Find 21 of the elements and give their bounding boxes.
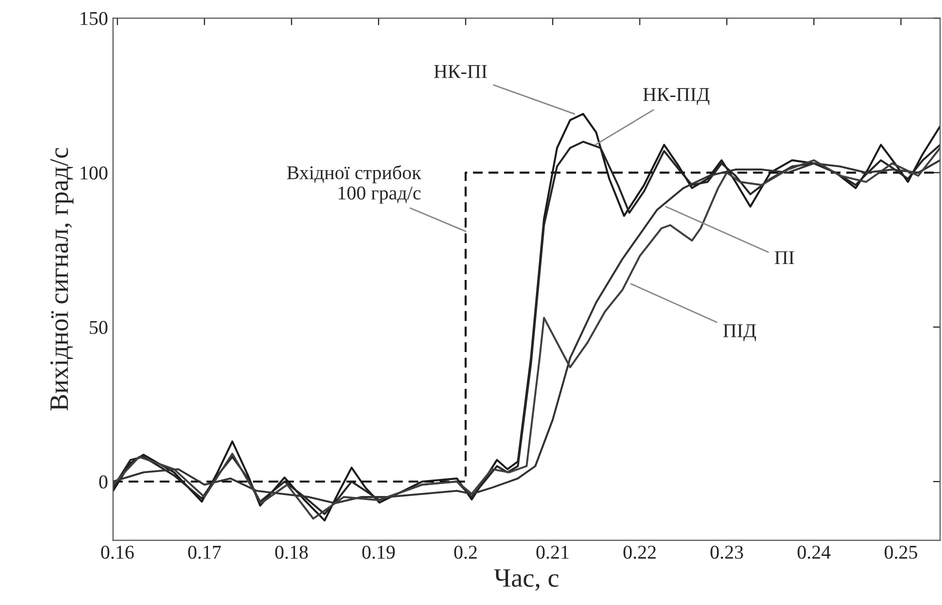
y-tick-label: 0 [99,475,108,489]
x-tick-label: 0.19 [362,546,395,559]
x-tick-label: 0.25 [884,546,918,559]
annotation: НК-ПІ [434,65,487,78]
y-tick-label: 150 [80,12,108,26]
x-axis-title: Час, с [494,569,559,591]
annotation: НК-ПІД [643,88,710,106]
y-tick-label: 50 [90,320,108,334]
x-tick-label: 0.2 [454,546,477,559]
y-axis-title: Вихідної сигнал, град/с [50,148,74,411]
x-tick-label: 0.16 [101,546,134,559]
x-tick-label: 0.22 [623,546,656,559]
annotation: ПІД [723,324,756,342]
annotation: Вхідної стрибок 100 град/с [287,165,422,204]
annotation: ПІ [774,251,794,264]
x-tick-label: 0.24 [798,546,831,559]
x-tick-label: 0.18 [275,546,308,559]
x-tick-label: 0.21 [536,546,569,559]
x-tick-label: 0.17 [188,546,221,559]
x-tick-label: 0.23 [710,546,744,559]
y-tick-label: 100 [80,166,108,180]
